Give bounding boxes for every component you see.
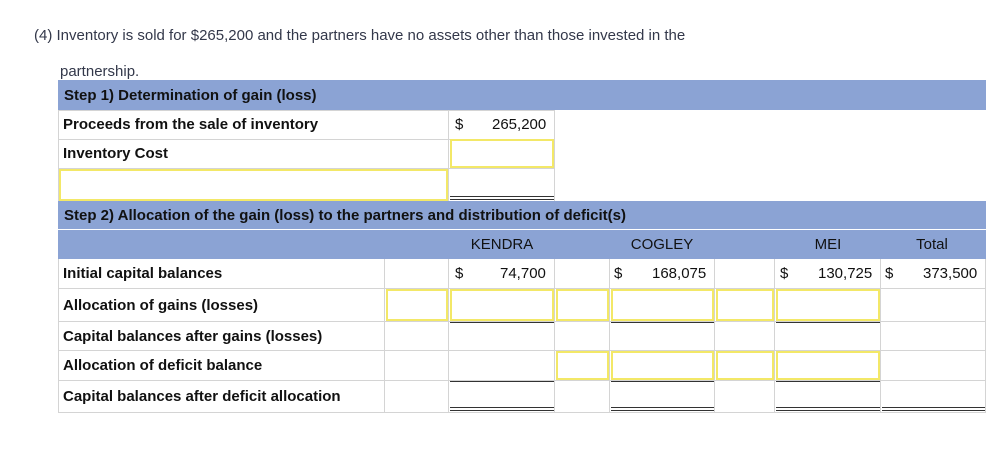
kendra-currency: $	[455, 265, 464, 282]
cogley-allocation-gains-input[interactable]	[611, 289, 714, 321]
mei-allocation-deficit-input[interactable]	[776, 351, 880, 380]
column-header-mei: MEI	[814, 236, 842, 253]
grid-line	[554, 110, 555, 201]
row-label-capital-after-deficit: Capital balances after deficit allocatio…	[63, 388, 341, 405]
grid-line	[58, 288, 986, 289]
column-header-cogley: COGLEY	[630, 236, 694, 253]
grid-line	[58, 380, 986, 381]
column-header-kendra: KENDRA	[470, 236, 534, 253]
grid-line	[58, 412, 986, 413]
gain-loss-label-input[interactable]	[59, 169, 448, 201]
question-line-1: (4) Inventory is sold for $265,200 and t…	[34, 27, 686, 44]
total-currency: $	[885, 265, 894, 282]
grid-line	[554, 259, 555, 413]
grid-line	[609, 259, 610, 413]
mei-initial-capital: 130,725	[818, 265, 873, 282]
single-underline	[611, 322, 714, 323]
question-text: (4) Inventory is sold for $265,200 and t…	[34, 9, 754, 99]
grid-line	[880, 259, 881, 413]
column-header-total: Total	[916, 236, 948, 253]
row-label-capital-after-gains: Capital balances after gains (losses)	[63, 328, 323, 345]
proceeds-label: Proceeds from the sale of inventory	[63, 116, 319, 133]
proceeds-currency: $	[455, 116, 464, 133]
step2-title: Step 2) Allocation of the gain (loss) to…	[64, 207, 626, 224]
double-underline	[882, 407, 985, 411]
step2-column-header-row: KENDRA COGLEY MEI Total	[58, 230, 986, 259]
double-underline	[450, 407, 554, 411]
grid-line	[58, 110, 59, 201]
mei-allocation-gains-input[interactable]	[776, 289, 880, 321]
question-line-2: partnership.	[60, 63, 140, 80]
step1-title: Step 1) Determination of gain (loss)	[64, 87, 317, 104]
allocation-gains-ratio-input-1[interactable]	[386, 289, 448, 321]
grid-line	[448, 110, 449, 201]
allocation-deficit-ratio-input-1[interactable]	[556, 351, 609, 380]
step2-header: Step 2) Allocation of the gain (loss) to…	[58, 201, 986, 229]
grid-line	[58, 110, 555, 111]
step1-header: Step 1) Determination of gain (loss)	[58, 80, 986, 110]
mei-currency: $	[780, 265, 789, 282]
grid-line	[714, 259, 715, 413]
grid-line	[58, 350, 986, 351]
allocation-gains-ratio-input-2[interactable]	[556, 289, 609, 321]
grid-line	[985, 259, 986, 413]
grid-line	[774, 259, 775, 413]
double-underline	[450, 196, 554, 200]
single-underline	[450, 322, 554, 323]
grid-line	[384, 259, 385, 413]
single-underline	[611, 381, 714, 382]
double-underline	[611, 407, 714, 411]
total-initial-capital: 373,500	[923, 265, 978, 282]
cogley-allocation-deficit-input[interactable]	[611, 351, 714, 380]
single-underline	[776, 381, 880, 382]
row-label-allocation-deficit: Allocation of deficit balance	[63, 357, 263, 374]
allocation-gains-ratio-input-3[interactable]	[716, 289, 774, 321]
inventory-cost-label: Inventory Cost	[63, 145, 169, 162]
kendra-initial-capital: 74,700	[500, 265, 546, 282]
cogley-initial-capital: 168,075	[652, 265, 707, 282]
grid-line	[58, 168, 555, 169]
row-label-allocation-gains: Allocation of gains (losses)	[63, 297, 259, 314]
single-underline	[776, 322, 880, 323]
grid-line	[58, 259, 59, 413]
double-underline	[776, 407, 880, 411]
single-underline	[450, 381, 554, 382]
cogley-currency: $	[614, 265, 623, 282]
grid-line	[58, 321, 986, 322]
grid-line	[448, 259, 449, 413]
inventory-cost-input[interactable]	[450, 139, 554, 168]
grid-line	[58, 139, 555, 140]
allocation-deficit-ratio-input-2[interactable]	[716, 351, 774, 380]
proceeds-value: 265,200	[492, 116, 547, 133]
kendra-allocation-gains-input[interactable]	[450, 289, 554, 321]
row-label-initial-capital: Initial capital balances	[63, 265, 223, 282]
